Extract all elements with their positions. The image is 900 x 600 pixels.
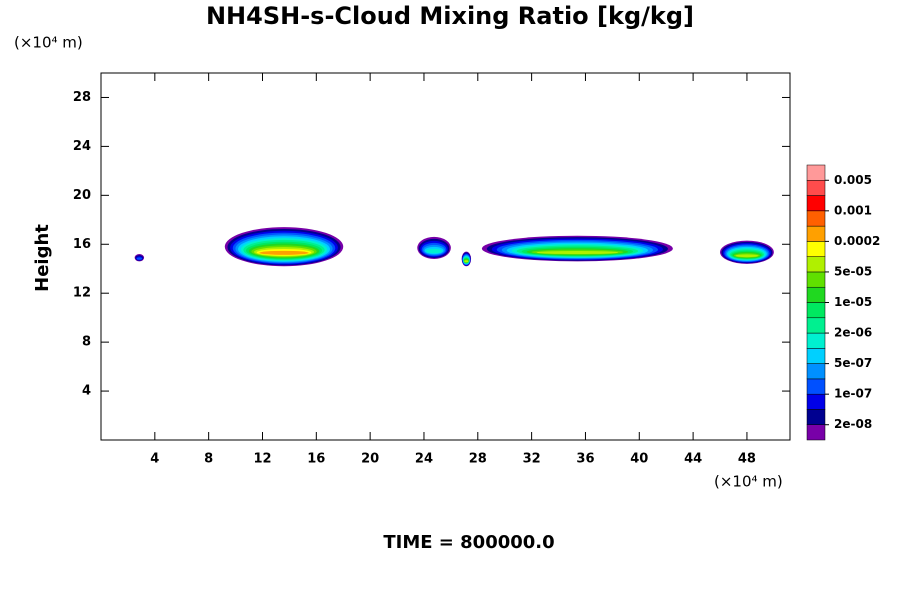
colorbar-label: 1e-07 [834,387,872,401]
colorbar-swatch [806,286,826,303]
colorbar-swatch [806,302,826,319]
colorbar-label: 0.0002 [834,234,880,248]
cloud-field [134,227,774,267]
colorbar-swatch [806,241,826,257]
colorbar-swatch [806,363,826,380]
y-tick-label: 4 [82,384,91,399]
cloud [136,257,143,260]
x-tick-label: 36 [576,452,594,467]
cloud [536,250,619,255]
colorbar-swatch [806,271,826,288]
y-tick-label: 24 [73,139,91,154]
colorbar-swatch [806,424,826,441]
colorbar-label: 2e-06 [834,326,872,340]
cloud [464,260,469,263]
x-tick-label: 12 [253,452,271,467]
cloud [425,248,443,254]
cloud [259,250,309,255]
y-axis-title: Height [32,224,53,292]
colorbar-label: 0.005 [834,173,872,187]
y-tick-label: 28 [73,90,91,105]
x-tick-label: 4 [150,452,159,467]
chart-title: NH4SH-s-Cloud Mixing Ratio [kg/kg] [206,2,694,30]
colorbar-label: 0.001 [834,203,872,217]
cloud [735,254,759,258]
colorbar-swatch [806,195,826,212]
colorbar-swatch [806,210,826,227]
colorbar-label: 5e-05 [834,264,872,278]
footer: TIME = 800000.0 [383,532,554,553]
colorbar-label: 1e-05 [834,295,872,309]
colorbar-swatch [806,378,826,395]
x-tick-label: 32 [523,452,541,467]
colorbar-swatch [806,317,826,334]
x-tick-label: 44 [684,452,702,467]
x-tick-label: 8 [204,452,213,467]
colorbar-swatch [806,348,826,364]
colorbar-swatch [806,180,826,196]
colorbar-swatch [806,332,826,349]
colorbar-swatch [806,393,826,410]
x-tick-label: 16 [307,452,325,467]
colorbar-swatch [806,409,826,425]
x-tick-label: 24 [415,452,433,467]
plot-frame [100,72,791,441]
colorbar-swatch [806,164,826,181]
x-tick-label: 20 [361,452,379,467]
x-tick-label: 48 [738,452,756,467]
x-tick-label: 40 [630,452,648,467]
y-tick-label: 20 [73,188,91,203]
y-tick-label: 16 [73,237,91,252]
colorbar-label: 2e-08 [834,417,872,431]
y-tick-label: 8 [82,335,91,350]
y-tick-label: 12 [73,286,91,301]
x-tick-label: 28 [469,452,487,467]
y-unit: (×10⁴ m) [14,34,83,52]
x-unit: (×10⁴ m) [714,473,783,491]
colorbar-label: 5e-07 [834,356,872,370]
colorbar-swatch [806,256,826,273]
colorbar-swatch [806,225,826,242]
